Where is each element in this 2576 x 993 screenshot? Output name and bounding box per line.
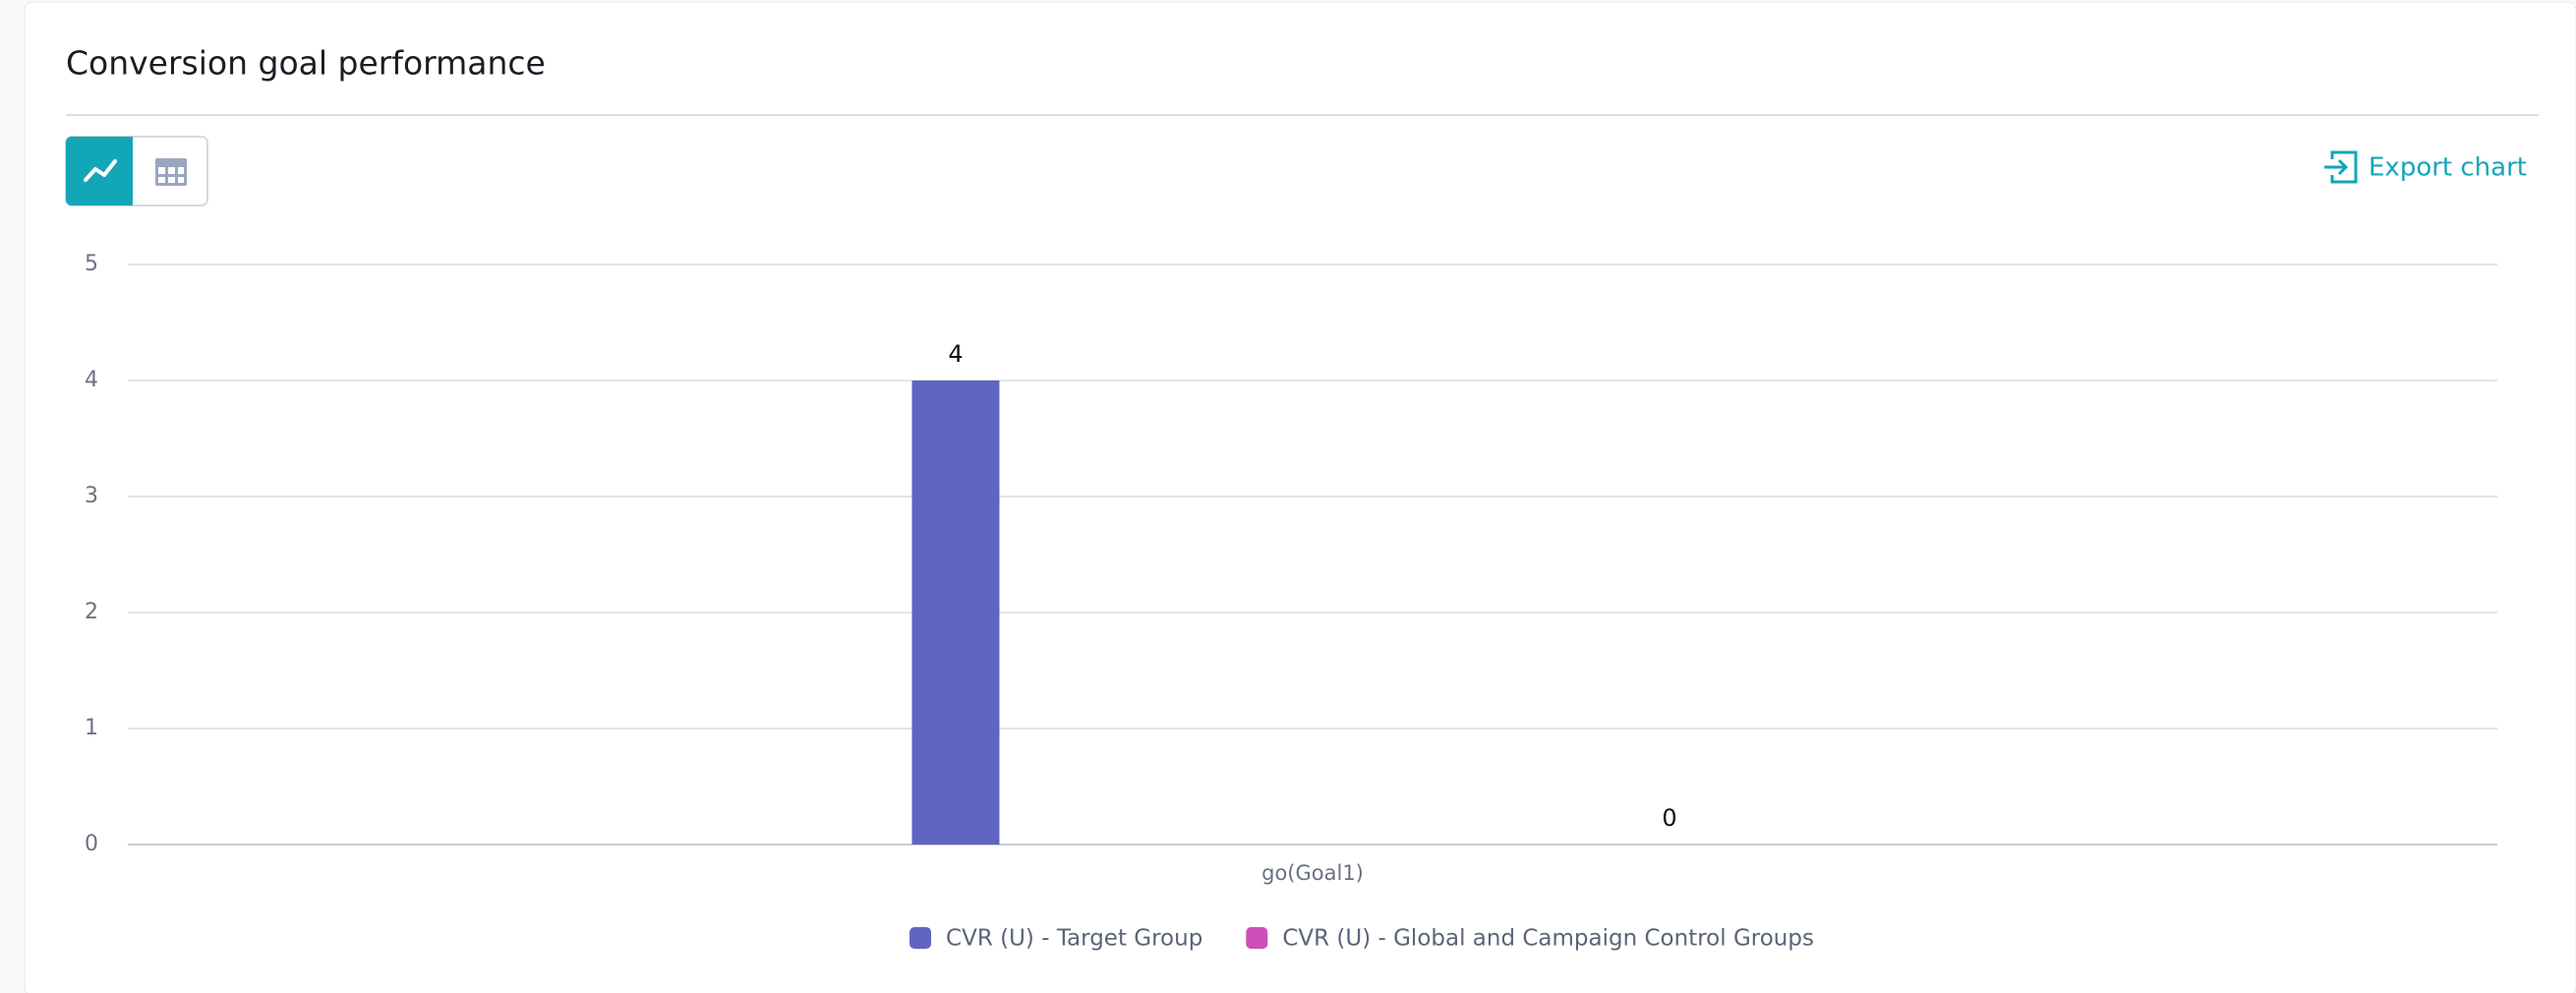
table-icon-cell bbox=[158, 177, 165, 183]
y-tick-label: 5 bbox=[85, 252, 98, 276]
table-icon-cell bbox=[178, 167, 184, 174]
y-tick-label: 4 bbox=[85, 368, 98, 392]
export-icon-arrow bbox=[2324, 158, 2349, 176]
view-toggle bbox=[65, 136, 208, 206]
export-label: Export chart bbox=[2369, 153, 2527, 183]
table-icon-cell bbox=[158, 167, 165, 174]
line-icon bbox=[84, 159, 117, 182]
y-tick-label: 0 bbox=[85, 832, 98, 856]
card-bg bbox=[24, 1, 2576, 993]
y-tick-label: 3 bbox=[85, 484, 98, 508]
chart-title: Conversion goal performance bbox=[66, 44, 546, 83]
legend-swatch bbox=[909, 927, 932, 949]
plot: 0 1 2 3 4 5 go(Goal1) 4 0 CVR (U) - Target Group C… bbox=[85, 252, 2497, 952]
x-tick-label: go(Goal1) bbox=[1261, 861, 1364, 885]
value-label: 4 bbox=[948, 340, 963, 368]
table-icon-cell bbox=[168, 177, 175, 183]
y-tick-label: 1 bbox=[85, 716, 98, 740]
bar bbox=[911, 380, 1000, 845]
value-label: 0 bbox=[1662, 804, 1676, 832]
table-icon-cell bbox=[178, 177, 184, 183]
legend-label: CVR (U) - Global and Campaign Control Gr… bbox=[1282, 926, 1814, 952]
legend-swatch bbox=[1246, 927, 1268, 949]
y-tick-label: 2 bbox=[85, 600, 98, 624]
legend-label: CVR (U) - Target Group bbox=[946, 926, 1202, 952]
table-view-button[interactable] bbox=[155, 158, 187, 186]
table-icon-cell bbox=[168, 167, 175, 174]
export-icon bbox=[2330, 150, 2358, 184]
export-button[interactable]: Export chart bbox=[2324, 150, 2527, 184]
